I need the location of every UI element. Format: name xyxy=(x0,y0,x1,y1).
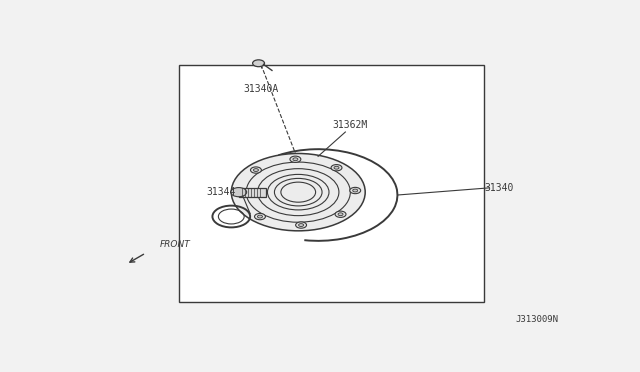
Circle shape xyxy=(296,222,307,228)
Circle shape xyxy=(299,224,303,227)
Circle shape xyxy=(334,166,339,169)
Circle shape xyxy=(257,215,262,218)
Text: 31362M: 31362M xyxy=(333,120,368,130)
Text: FRONT: FRONT xyxy=(159,240,190,249)
Circle shape xyxy=(349,187,361,194)
Circle shape xyxy=(338,213,343,216)
Circle shape xyxy=(293,158,298,161)
Circle shape xyxy=(253,60,264,67)
Circle shape xyxy=(231,187,246,197)
Circle shape xyxy=(253,169,259,171)
Text: 31344: 31344 xyxy=(207,187,236,197)
Text: 31340A: 31340A xyxy=(243,84,278,94)
Circle shape xyxy=(335,211,346,217)
Circle shape xyxy=(255,214,266,220)
Circle shape xyxy=(290,156,301,163)
Circle shape xyxy=(231,154,365,231)
Bar xyxy=(179,65,484,302)
Bar xyxy=(239,187,266,197)
Circle shape xyxy=(250,167,261,173)
Text: J313009N: J313009N xyxy=(516,315,559,324)
Circle shape xyxy=(331,164,342,171)
Text: 31340: 31340 xyxy=(484,183,514,193)
Circle shape xyxy=(239,192,244,195)
Circle shape xyxy=(236,191,247,197)
Circle shape xyxy=(353,189,358,192)
